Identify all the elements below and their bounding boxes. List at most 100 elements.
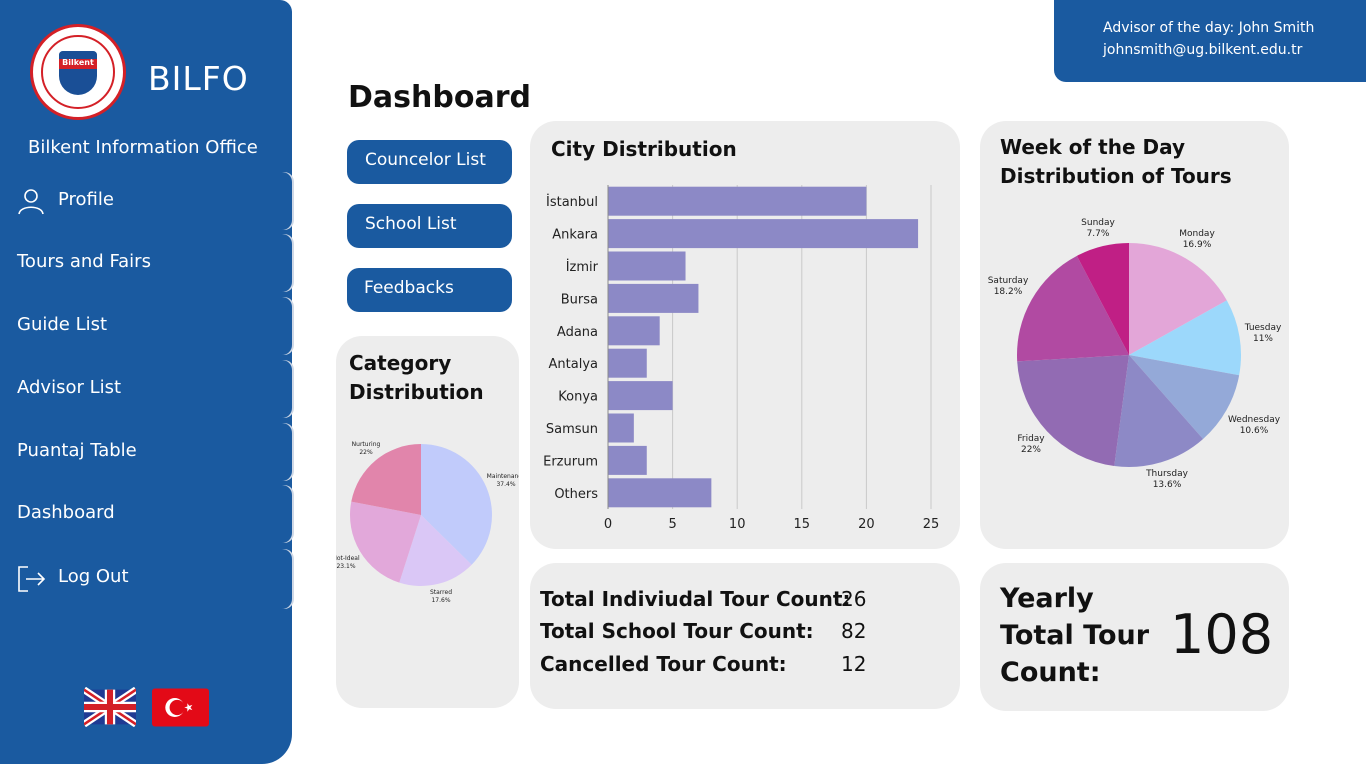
nav-label: Tours and Fairs bbox=[17, 251, 151, 272]
slice-pct-label: 22% bbox=[359, 449, 373, 456]
city-bar-chart: 0 5 10 15 20 25 İstanbul Ankara İzmir Bursa Adana A… bbox=[543, 185, 940, 532]
city-distribution-panel: City Distribution 0 5 10 15 20 25 İstanbul Anka… bbox=[530, 121, 960, 549]
nav-label: Puantaj Table bbox=[17, 440, 137, 461]
week-distribution-panel: Week of the Day Distribution of Tours Mo… bbox=[980, 121, 1289, 549]
category-label: Konya bbox=[558, 390, 598, 405]
slice-label: Thursday bbox=[1145, 469, 1189, 479]
bar bbox=[608, 316, 660, 346]
slice-label: Nurturing bbox=[352, 441, 381, 448]
pie-slice bbox=[1017, 255, 1129, 362]
cancelled-count-label: Cancelled Tour Count: bbox=[540, 652, 787, 676]
category-label: İzmir bbox=[566, 259, 599, 275]
slice-pct-label: 23.1% bbox=[336, 563, 355, 570]
nav-item-log-out[interactable]: Log Out bbox=[0, 549, 292, 609]
category-label: Bursa bbox=[561, 292, 598, 307]
pie-slice bbox=[421, 444, 492, 565]
slice-label: Friday bbox=[1017, 434, 1045, 444]
category-label: Samsun bbox=[546, 422, 598, 437]
category-label: Ankara bbox=[552, 228, 598, 243]
pie-slice bbox=[1129, 243, 1227, 355]
nav-item-puantaj-table[interactable]: Puantaj Table bbox=[0, 423, 292, 481]
x-tick-label: 0 bbox=[604, 517, 612, 532]
x-tick-label: 10 bbox=[729, 517, 746, 532]
pie-slice bbox=[350, 501, 421, 583]
cancelled-count-value: 12 bbox=[841, 652, 867, 676]
sidebar: Bilkent BILFO Bilkent Information Office… bbox=[0, 0, 296, 768]
week-chart-title: Week of the Day Distribution of Tours bbox=[1000, 135, 1232, 188]
turkey-flag-icon[interactable] bbox=[152, 687, 209, 728]
category-chart-title: Category Distribution bbox=[349, 351, 484, 404]
sidebar-header: Bilkent BILFO Bilkent Information Office bbox=[0, 4, 292, 168]
bar bbox=[608, 413, 634, 443]
bar bbox=[608, 348, 647, 378]
slice-label: Starred bbox=[430, 589, 452, 596]
feedbacks-button[interactable]: Feedbacks bbox=[347, 268, 512, 312]
pie-slice bbox=[1017, 355, 1129, 467]
uk-flag-icon[interactable] bbox=[84, 687, 136, 727]
nav-item-tours-and-fairs[interactable]: Tours and Fairs bbox=[0, 234, 292, 292]
slice-label: Wednesday bbox=[1228, 415, 1281, 425]
x-tick-label: 25 bbox=[923, 517, 940, 532]
brand-name: BILFO bbox=[148, 59, 249, 98]
slice-pct-label: 10.6% bbox=[1240, 426, 1269, 436]
slice-label: Tuesday bbox=[1244, 323, 1282, 333]
yearly-total-panel: Yearly Total Tour Count: 108 bbox=[980, 563, 1289, 711]
bar bbox=[608, 381, 673, 411]
logout-icon bbox=[18, 566, 46, 592]
nav-item-dashboard[interactable]: Dashboard bbox=[0, 485, 292, 543]
yearly-total-value: 108 bbox=[1170, 603, 1274, 666]
nav-label: Log Out bbox=[58, 566, 129, 587]
bar bbox=[608, 478, 712, 508]
school-count-value: 82 bbox=[841, 619, 867, 643]
bilkent-logo: Bilkent bbox=[30, 24, 126, 120]
yearly-total-label: Yearly Total Tour Count: bbox=[1000, 583, 1150, 688]
slice-label: Not-Ideal bbox=[336, 555, 360, 562]
slice-pct-label: 17.6% bbox=[431, 597, 450, 604]
individual-count-value: 26 bbox=[841, 587, 867, 611]
bar bbox=[608, 251, 686, 281]
nav-label: Advisor List bbox=[17, 377, 122, 398]
category-distribution-panel: Category Distribution Maintenance37.4% St… bbox=[336, 336, 519, 708]
councelor-list-button[interactable]: Councelor List bbox=[347, 140, 512, 184]
bar bbox=[608, 445, 647, 475]
school-count-label: Total School Tour Count: bbox=[540, 619, 814, 643]
slice-pct-label: 22% bbox=[1021, 445, 1041, 455]
nav-label: Dashboard bbox=[17, 502, 115, 523]
nav-label: Guide List bbox=[17, 314, 108, 335]
x-tick-label: 20 bbox=[858, 517, 875, 532]
advisor-of-the-day: Advisor of the day: John Smith johnsmith… bbox=[1054, 0, 1366, 82]
school-list-button[interactable]: School List bbox=[347, 204, 512, 248]
page-title: Dashboard bbox=[348, 80, 531, 115]
city-chart-title: City Distribution bbox=[551, 137, 737, 161]
category-label: Erzurum bbox=[543, 454, 598, 469]
advisor-email: johnsmith@ug.bilkent.edu.tr bbox=[1103, 42, 1303, 58]
slice-pct-label: 13.6% bbox=[1153, 480, 1182, 490]
slice-label: Saturday bbox=[988, 276, 1029, 286]
category-label: Others bbox=[554, 487, 598, 502]
bar bbox=[608, 186, 867, 216]
tour-counts-panel: Total Indiviudal Tour Count: 26 Total Sc… bbox=[530, 563, 960, 709]
slice-pct-label: 16.9% bbox=[1183, 240, 1212, 250]
advisor-name: Advisor of the day: John Smith bbox=[1103, 20, 1315, 36]
bar bbox=[608, 283, 699, 313]
slice-pct-label: 18.2% bbox=[994, 287, 1023, 297]
individual-count-label: Total Indiviudal Tour Count: bbox=[540, 587, 851, 611]
pie-slice bbox=[1076, 243, 1129, 355]
nav-item-guide-list[interactable]: Guide List bbox=[0, 297, 292, 355]
nav-item-advisor-list[interactable]: Advisor List bbox=[0, 360, 292, 418]
slice-label: Monday bbox=[1179, 229, 1215, 239]
nav-label: Profile bbox=[58, 189, 114, 210]
slice-pct-label: 11% bbox=[1253, 334, 1273, 344]
x-tick-label: 5 bbox=[668, 517, 676, 532]
category-label: İstanbul bbox=[546, 194, 598, 210]
category-label: Antalya bbox=[549, 357, 598, 372]
nav-item-profile[interactable]: Profile bbox=[0, 172, 292, 230]
user-icon bbox=[18, 189, 44, 215]
slice-label: Maintenance bbox=[487, 473, 519, 480]
slice-pct-label: 37.4% bbox=[496, 481, 515, 488]
bar bbox=[608, 219, 919, 249]
slice-label: Sunday bbox=[1081, 218, 1115, 228]
